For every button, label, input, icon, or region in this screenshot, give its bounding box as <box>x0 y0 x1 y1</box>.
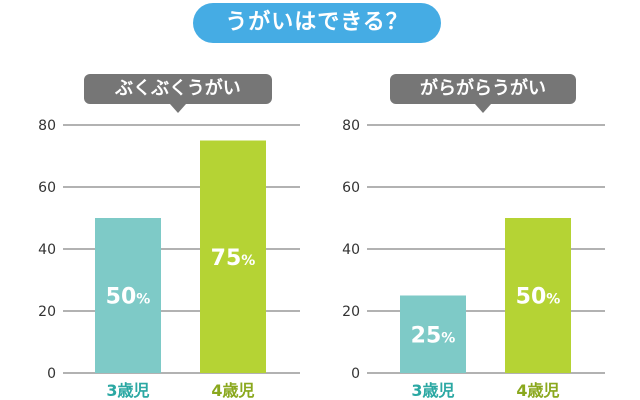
y-tick-label-left-0: 0 <box>47 366 56 382</box>
bar-left-4yo <box>200 140 266 373</box>
bar-value-number: 25 <box>411 323 442 348</box>
bar-value-label-right-4yo: 50% <box>516 285 561 310</box>
bar-value-unit: % <box>441 330 455 346</box>
main-title: うがいはできる？ <box>193 3 441 43</box>
chart-title-left: ぶくぶくうがい <box>84 74 272 113</box>
y-tick-label-left-20: 20 <box>38 304 56 320</box>
bar-value-number: 50 <box>516 285 547 310</box>
category-label-right-4yo: 4歳児 <box>516 381 559 400</box>
bar-right-3yo <box>400 295 466 373</box>
category-label-left-3yo: 3歳児 <box>106 381 149 400</box>
bar-value-unit: % <box>136 292 150 308</box>
bar-value-label-left-3yo: 50% <box>106 285 151 310</box>
y-tick-label-right-80: 80 <box>342 118 360 134</box>
bar-value-number: 50 <box>106 285 137 310</box>
bar-value-label-right-3yo: 25% <box>411 323 456 348</box>
bar-value-number: 75 <box>211 246 242 271</box>
y-tick-label-right-60: 60 <box>342 180 360 196</box>
y-tick-label-right-20: 20 <box>342 304 360 320</box>
bar-value-unit: % <box>241 253 255 269</box>
bar-right-4yo <box>505 218 571 373</box>
chart-title-right: がらがらうがい <box>390 74 576 113</box>
y-tick-label-left-40: 40 <box>38 242 56 258</box>
y-tick-label-left-60: 60 <box>38 180 56 196</box>
category-label-left-4yo: 4歳児 <box>211 381 254 400</box>
y-tick-label-right-40: 40 <box>342 242 360 258</box>
bar-value-unit: % <box>546 292 560 308</box>
y-tick-label-left-80: 80 <box>38 118 56 134</box>
y-tick-label-right-0: 0 <box>351 366 360 382</box>
bar-value-label-left-4yo: 75% <box>211 246 256 271</box>
category-label-right-3yo: 3歳児 <box>411 381 454 400</box>
bar-left-3yo <box>95 218 161 373</box>
